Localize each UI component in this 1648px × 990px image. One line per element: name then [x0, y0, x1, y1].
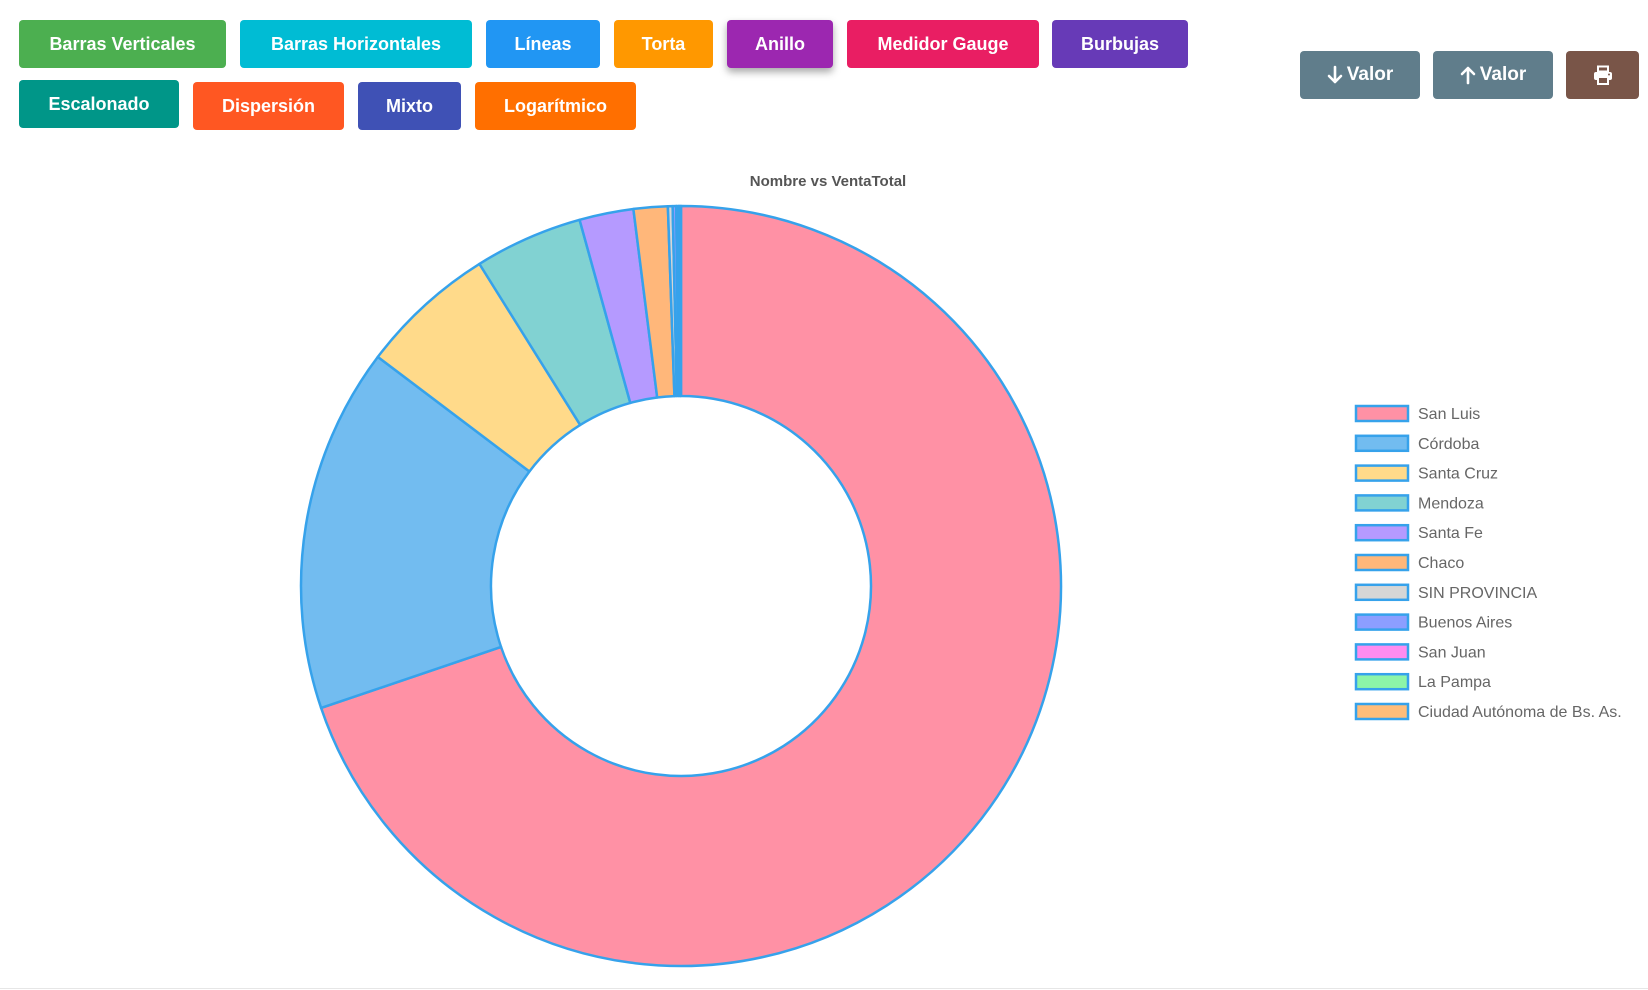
chart-type-button-dispersi-n[interactable]: Dispersión: [193, 82, 344, 130]
chart-type-label: Medidor Gauge: [877, 33, 1009, 54]
legend-item[interactable]: Santa Fe: [1354, 523, 1483, 542]
doughnut-slices: [299, 204, 1063, 968]
sort-ascending-button[interactable]: Valor: [1433, 51, 1553, 99]
chart-type-button-medidor-gauge[interactable]: Medidor Gauge: [847, 20, 1039, 68]
legend-swatch: [1354, 404, 1410, 423]
legend-item[interactable]: San Juan: [1354, 643, 1486, 661]
chart-type-label: Líneas: [514, 33, 572, 54]
chart-type-button-barras-horizontales[interactable]: Barras Horizontales: [240, 20, 472, 68]
legend-label: Córdoba: [1418, 436, 1479, 453]
legend-label: Ciudad Autónoma de Bs. As.: [1418, 704, 1622, 721]
legend-swatch: [1354, 494, 1410, 512]
print-button[interactable]: [1566, 51, 1639, 99]
legend-label: Santa Fe: [1418, 525, 1483, 542]
legend-item[interactable]: Mendoza: [1354, 494, 1484, 512]
chart-title: Nombre vs VentaTotal: [750, 173, 906, 190]
legend-item[interactable]: San Luis: [1354, 404, 1480, 423]
chart-type-label: Logarítmico: [503, 95, 607, 116]
legend-swatch: [1354, 702, 1410, 721]
legend-swatch: [1354, 672, 1410, 691]
legend-swatch: [1354, 523, 1410, 542]
legend-swatch: [1354, 583, 1410, 602]
chart-type-label: Escalonado: [48, 93, 150, 114]
chart-type-button-l-neas[interactable]: Líneas: [486, 20, 600, 68]
slice-c-rdoba[interactable]: [299, 355, 531, 710]
sort-ascending-label: Valor: [1479, 64, 1527, 85]
legend-item[interactable]: Ciudad Autónoma de Bs. As.: [1354, 702, 1622, 721]
chart-type-button-burbujas[interactable]: Burbujas: [1052, 20, 1188, 68]
chart-type-label: Anillo: [755, 33, 805, 54]
chart-type-button-mixto[interactable]: Mixto: [358, 82, 461, 130]
legend-swatch: [1354, 553, 1410, 572]
chart-type-label: Dispersión: [221, 95, 316, 116]
legend-label: Santa Cruz: [1418, 466, 1498, 483]
legend-item[interactable]: Córdoba: [1354, 434, 1479, 453]
page-divider: [0, 988, 1648, 989]
chart-type-label: Barras Verticales: [49, 33, 196, 54]
chart-type-button-logar-tmico[interactable]: Logarítmico: [475, 82, 636, 130]
chart-type-label: Barras Horizontales: [270, 33, 442, 54]
legend-item[interactable]: La Pampa: [1354, 672, 1491, 691]
legend-item[interactable]: Santa Cruz: [1354, 464, 1498, 483]
sort-descending-button[interactable]: Valor: [1300, 51, 1420, 99]
legend-item[interactable]: Chaco: [1354, 553, 1464, 572]
chart-type-button-torta[interactable]: Torta: [614, 20, 713, 68]
legend-label: Mendoza: [1418, 495, 1484, 512]
chart-type-button-escalonado[interactable]: Escalonado: [19, 80, 179, 128]
chart-type-label: Torta: [641, 33, 686, 54]
legend-label: San Luis: [1418, 406, 1480, 423]
legend-label: San Juan: [1418, 644, 1486, 661]
chart-type-label: Burbujas: [1080, 33, 1159, 54]
legend-swatch: [1354, 643, 1410, 661]
slice-san-luis[interactable]: [319, 204, 1063, 968]
legend-swatch: [1354, 434, 1410, 453]
printer-icon: [1593, 65, 1612, 85]
arrow-up-icon: [1460, 66, 1476, 85]
sort-descending-label: Valor: [1346, 64, 1394, 85]
arrow-down-icon: [1327, 65, 1343, 84]
legend-label: La Pampa: [1418, 674, 1491, 691]
chart-type-button-barras-verticales[interactable]: Barras Verticales: [19, 20, 226, 68]
legend-swatch: [1354, 464, 1410, 482]
legend-item[interactable]: Buenos Aires: [1354, 613, 1512, 632]
legend-label: SIN PROVINCIA: [1418, 585, 1537, 602]
chart-type-label: Mixto: [386, 95, 433, 116]
legend-swatch: [1354, 613, 1410, 631]
legend-label: Buenos Aires: [1418, 615, 1512, 632]
chart-legend: San Luis Córdoba Santa Cruz Mendoza Santa Fe…: [1354, 404, 1622, 721]
slice-ciudad-aut-noma-de-bs-as-[interactable]: [678, 204, 683, 398]
chart-type-button-anillo[interactable]: Anillo: [727, 20, 833, 68]
legend-item[interactable]: SIN PROVINCIA: [1354, 583, 1537, 602]
legend-label: Chaco: [1418, 555, 1464, 572]
